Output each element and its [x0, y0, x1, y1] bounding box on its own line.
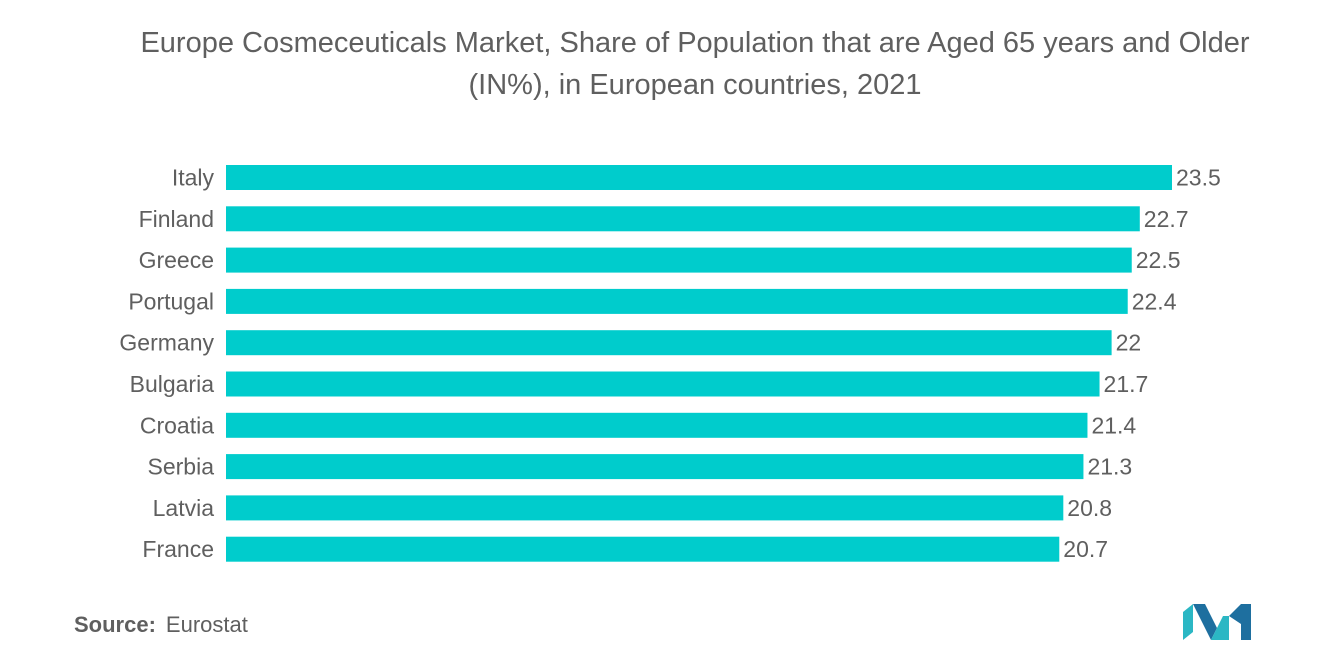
- bar: [226, 536, 1060, 562]
- source-value: Eurostat: [165, 612, 248, 637]
- data-label: 23.5: [1176, 165, 1221, 191]
- category-label: France: [142, 536, 214, 562]
- category-label: Bulgaria: [130, 371, 215, 397]
- bar: [226, 412, 1088, 438]
- bar: [226, 247, 1132, 273]
- mordor-logo-icon: [1183, 604, 1251, 640]
- category-label: Italy: [172, 165, 215, 191]
- data-label: 21.4: [1091, 412, 1136, 438]
- data-label: 22: [1116, 330, 1142, 356]
- category-label: Croatia: [140, 412, 214, 438]
- data-label: 21.7: [1104, 371, 1149, 397]
- bar: [226, 165, 1172, 190]
- category-label: Latvia: [153, 495, 215, 521]
- data-label: 22.7: [1144, 206, 1189, 232]
- data-label: 22.4: [1132, 288, 1177, 314]
- category-label: Greece: [139, 247, 214, 273]
- data-label: 20.8: [1067, 495, 1112, 521]
- data-label: 20.7: [1063, 536, 1108, 562]
- bar: [226, 454, 1084, 480]
- category-label: Finland: [139, 206, 214, 232]
- bar-chart: Italy 23.5 Finland 22.7 Greece 22.5 Portugal 22…: [119, 165, 1221, 563]
- bar: [226, 371, 1100, 397]
- bar: [226, 495, 1064, 521]
- bar: [226, 330, 1112, 356]
- source-label: Source:: [74, 612, 156, 637]
- data-label: 22.5: [1136, 247, 1181, 273]
- data-label: 21.3: [1087, 454, 1132, 480]
- chart-title: Europe Cosmeceuticals Market, Share of P…: [140, 27, 1250, 101]
- source-note: Source: Eurostat: [74, 612, 248, 638]
- bar: [226, 206, 1140, 232]
- category-label: Germany: [119, 330, 214, 356]
- category-label: Portugal: [128, 288, 214, 314]
- category-label: Serbia: [148, 454, 215, 480]
- bar: [226, 288, 1128, 314]
